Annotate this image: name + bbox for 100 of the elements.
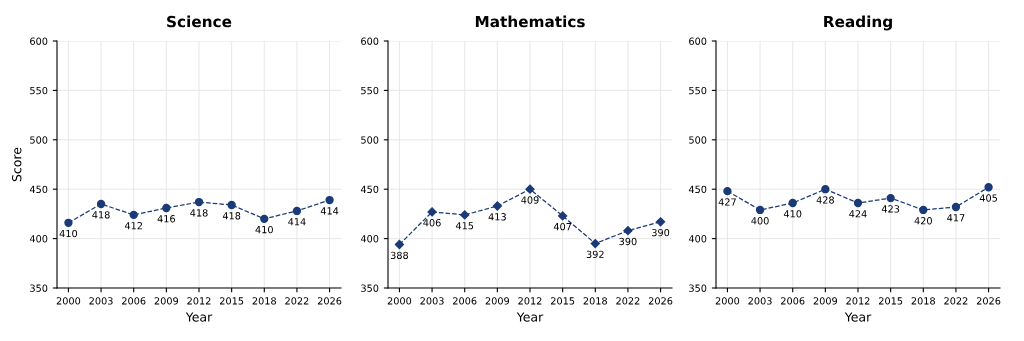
annotation: 405 [979, 194, 997, 202]
x-tick-label: 2000 [387, 297, 412, 305]
x-tick-label: 2015 [878, 297, 903, 305]
annotation: 400 [751, 217, 769, 225]
y-tick-label: 600 [361, 37, 379, 45]
annotation: 388 [390, 251, 409, 259]
annotation: 409 [521, 196, 539, 204]
y-tick-label: 400 [360, 235, 379, 243]
annotation: 410 [255, 225, 273, 234]
x-tick-label: 2006 [122, 297, 146, 305]
y-tick-label: 550 [689, 86, 707, 95]
x-tick-label: 2003 [420, 297, 444, 305]
x-tick-label: 2012 [846, 297, 870, 305]
point [194, 197, 204, 207]
annotation: 412 [124, 222, 143, 230]
x-tick-label: 2015 [219, 297, 244, 305]
point [821, 185, 830, 194]
point [655, 217, 666, 227]
x-tick-label: 2000 [56, 297, 81, 305]
point [427, 207, 437, 217]
annotation: 410 [783, 210, 802, 218]
x-tick-label: 2006 [453, 297, 477, 305]
y-tick-label: 350 [30, 284, 48, 292]
annotation: 417 [947, 214, 965, 222]
x-tick-label: 2012 [518, 297, 542, 305]
annotation: 418 [222, 212, 241, 220]
point [755, 205, 765, 215]
point [460, 210, 470, 220]
y-tick-label: 600 [689, 37, 707, 45]
annotation: 415 [455, 222, 474, 230]
y-tick-label: 400 [29, 235, 48, 243]
x-axis-title: Year [185, 312, 213, 322]
y-tick-label: 600 [30, 37, 48, 45]
x-tick-label: 2009 [485, 297, 510, 305]
annotation: 416 [157, 215, 176, 223]
y-tick-label: 350 [361, 284, 379, 292]
y-tick-label: 400 [688, 235, 707, 243]
y-tick-label: 450 [29, 185, 48, 194]
x-tick-label: 2018 [252, 297, 276, 305]
annotation: 410 [59, 229, 78, 238]
x-tick-label: 2018 [911, 297, 935, 305]
point [853, 198, 863, 208]
y-tick-label: 550 [361, 86, 379, 95]
annotation: 420 [914, 217, 932, 225]
x-tick-label: 2026 [648, 297, 673, 305]
x-tick-label: 2009 [813, 297, 838, 305]
y-tick-label: 450 [360, 185, 379, 194]
point [984, 183, 993, 192]
annotation: 413 [488, 213, 506, 221]
x-tick-label: 2026 [976, 297, 1001, 305]
point [129, 210, 138, 220]
x-tick-label: 2000 [715, 297, 740, 305]
annotation: 392 [586, 250, 604, 259]
annotation: 390 [619, 237, 637, 246]
x-axis-title: Year [844, 312, 872, 322]
chart-title: Reading [824, 15, 892, 31]
y-tick-label: 350 [689, 284, 707, 292]
annotation: 423 [881, 205, 900, 213]
annotation: 427 [718, 198, 736, 206]
x-tick-label: 2026 [317, 297, 342, 305]
annotation: 414 [320, 207, 339, 215]
x-tick-label: 2009 [154, 297, 179, 305]
x-tick-label: 2006 [781, 297, 805, 305]
point [525, 184, 535, 194]
point [951, 202, 961, 212]
x-tick-label: 2015 [550, 297, 575, 305]
x-tick-label: 2018 [583, 297, 607, 305]
point [590, 238, 600, 249]
y-tick-label: 500 [30, 136, 48, 144]
annotation: 406 [423, 219, 441, 227]
y-tick-label: 450 [688, 185, 707, 194]
point [64, 218, 73, 227]
annotation: 414 [288, 218, 306, 226]
annotation: 424 [849, 210, 867, 218]
y-axis-title: Score [11, 147, 22, 182]
x-tick-label: 2012 [187, 297, 211, 305]
x-tick-label: 2003 [89, 297, 113, 305]
point [292, 206, 302, 216]
point [260, 214, 269, 224]
point [325, 195, 334, 205]
annotation: 390 [652, 228, 670, 237]
annotation: 407 [553, 222, 572, 231]
annotation: 418 [92, 211, 110, 219]
point [723, 187, 732, 196]
point [492, 201, 502, 211]
y-tick-label: 500 [361, 136, 379, 144]
point [227, 200, 236, 210]
point [886, 193, 895, 203]
x-tick-label: 2022 [616, 297, 640, 305]
x-tick-label: 2022 [944, 297, 968, 305]
point [919, 205, 928, 215]
y-tick-label: 500 [689, 136, 707, 144]
chart-title: Science [167, 15, 232, 28]
point [558, 211, 568, 221]
point [96, 199, 106, 209]
point [788, 198, 797, 208]
x-tick-label: 2022 [285, 297, 309, 305]
x-tick-label: 2003 [748, 297, 772, 305]
point [162, 203, 171, 213]
point [394, 239, 405, 250]
